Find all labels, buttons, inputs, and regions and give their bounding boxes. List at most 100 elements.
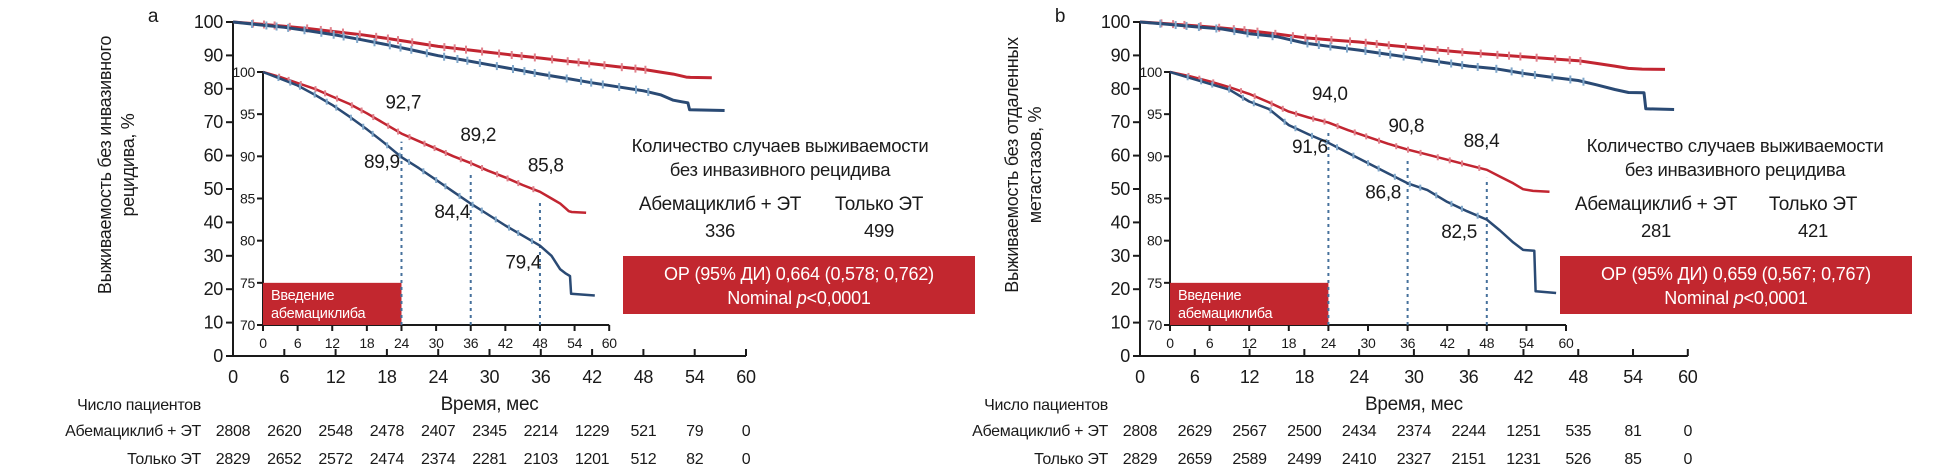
- risk-count: 2499: [1287, 451, 1322, 468]
- risk-row-label: Абемациклиб + ЭТ: [65, 423, 201, 440]
- x-tick-label: 60: [1678, 367, 1698, 387]
- x-tick-label: 54: [1623, 367, 1643, 387]
- events-title-line: Количество случаев выживаемости: [1587, 135, 1884, 156]
- inset-y-tick-label: 85: [240, 191, 255, 207]
- x-tick-label: 12: [1240, 367, 1260, 387]
- inset-x-tick-label: 24: [1321, 335, 1336, 351]
- hazard-ratio-box: [623, 256, 975, 314]
- y-axis-title-line: Выживаемость без отдаленных: [1002, 37, 1022, 293]
- p-value-segment: <0,0001: [1744, 288, 1808, 308]
- inset-x-tick-label: 36: [463, 335, 478, 351]
- inset-y-tick-label: 95: [1147, 106, 1162, 122]
- milestone-value: 89,9: [364, 152, 400, 173]
- risk-count: 2407: [421, 423, 456, 440]
- events-arm-label: Только ЭТ: [835, 194, 924, 215]
- x-tick-label: 24: [428, 367, 448, 387]
- risk-count: 512: [631, 451, 657, 468]
- abemaciclib-period-label: абемациклиба: [1178, 306, 1273, 322]
- y-tick-label: 80: [204, 79, 224, 99]
- y-tick-label: 100: [1101, 12, 1130, 32]
- inset-curve-blue: [1169, 70, 1557, 295]
- risk-count: 2374: [421, 451, 456, 468]
- x-axis-title: Время, мес: [441, 394, 539, 415]
- inset-y-tick-label: 85: [1147, 191, 1162, 207]
- risk-count: 2214: [524, 423, 559, 440]
- x-tick-label: 0: [228, 367, 238, 387]
- inset-curve-red: [262, 70, 587, 215]
- x-tick-label: 6: [1190, 367, 1200, 387]
- panel-letter: a: [148, 6, 159, 27]
- x-tick-label: 30: [1404, 367, 1424, 387]
- inset-x-tick-label: 30: [429, 335, 444, 351]
- y-axis-title-line: Выживаемость без инвазивного: [95, 36, 115, 294]
- inset-x-tick-label: 12: [1242, 335, 1257, 351]
- risk-table-header: Число пациентов: [77, 397, 201, 414]
- main-curve-blue: [232, 20, 725, 112]
- milestone-value: 84,4: [434, 202, 471, 223]
- risk-count: 2374: [1397, 423, 1432, 440]
- risk-count: 2567: [1232, 423, 1267, 440]
- x-tick-label: 54: [685, 367, 705, 387]
- panel-a: a Выживаемость без инвазивного рецидива, %…: [65, 6, 975, 468]
- y-tick-label: 20: [1111, 279, 1131, 299]
- inset-x-tick-label: 12: [325, 335, 340, 351]
- inset-y-tick-label: 90: [1147, 148, 1162, 164]
- risk-count: 2629: [1178, 423, 1213, 440]
- hazard-ratio-text: ОР (95% ДИ) 0,659 (0,567; 0,767): [1601, 264, 1871, 284]
- hazard-ratio-text: ОР (95% ДИ) 0,664 (0,578; 0,762): [664, 264, 934, 284]
- inset-x-tick-label: 60: [1559, 335, 1574, 351]
- risk-count: 0: [1683, 423, 1692, 440]
- y-tick-label: 50: [204, 179, 224, 199]
- risk-count: 1251: [1506, 423, 1541, 440]
- x-tick-label: 60: [736, 367, 756, 387]
- y-tick-label: 60: [204, 146, 224, 166]
- y-tick-label: 90: [204, 45, 224, 65]
- risk-count: 1231: [1506, 451, 1541, 468]
- risk-count: 2659: [1178, 451, 1213, 468]
- inset-x-tick-label: 48: [532, 335, 547, 351]
- inset-x-tick-label: 24: [394, 335, 409, 351]
- milestone-value: 85,8: [528, 156, 564, 177]
- inset-x-tick-label: 0: [1166, 335, 1174, 351]
- milestone-value: 82,5: [1441, 222, 1477, 243]
- risk-count: 79: [686, 423, 704, 440]
- events-title-line: без инвазивного рецидива: [670, 159, 891, 180]
- inset-y-tick-label: 90: [240, 148, 255, 164]
- p-value-segment: Nominal: [1664, 288, 1733, 308]
- risk-count: 0: [742, 451, 751, 468]
- risk-count: 0: [742, 423, 751, 440]
- y-tick-label: 30: [204, 246, 224, 266]
- y-axis-title-line: метастазов, %: [1025, 107, 1045, 224]
- y-tick-label: 40: [1111, 212, 1131, 232]
- risk-count: 2548: [318, 423, 353, 440]
- inset-y-tick-label: 95: [240, 106, 255, 122]
- inset-x-tick-label: 54: [1519, 335, 1534, 351]
- milestone-value: 88,4: [1464, 131, 1501, 152]
- milestone-value: 79,4: [505, 252, 542, 273]
- risk-row-label: Только ЭТ: [1034, 451, 1108, 468]
- inset-x-tick-label: 54: [567, 335, 582, 351]
- x-tick-label: 12: [326, 367, 346, 387]
- y-tick-label: 70: [204, 112, 224, 132]
- milestone-value: 90,8: [1388, 116, 1424, 137]
- inset-x-tick-label: 48: [1479, 335, 1494, 351]
- abemaciclib-period-label: Введение: [1178, 288, 1241, 304]
- inset-curve-blue: [262, 70, 595, 297]
- y-tick-label: 30: [1111, 246, 1131, 266]
- events-arm-count: 281: [1641, 220, 1671, 241]
- inset-y-tick-label: 70: [240, 317, 255, 333]
- risk-count: 2434: [1342, 423, 1377, 440]
- risk-count: 85: [1624, 451, 1642, 468]
- risk-count: 521: [631, 423, 657, 440]
- risk-count: 0: [1683, 451, 1692, 468]
- panel-b: b Выживаемость без отдаленных метастазов, …: [972, 6, 1912, 468]
- risk-row-label: Абемациклиб + ЭТ: [972, 423, 1108, 440]
- y-tick-label: 20: [204, 279, 224, 299]
- events-title-line: Количество случаев выживаемости: [632, 135, 929, 156]
- inset-x-tick-label: 6: [1206, 335, 1214, 351]
- inset-x-tick-label: 18: [359, 335, 374, 351]
- risk-count: 2103: [524, 451, 559, 468]
- risk-count: 2244: [1451, 423, 1486, 440]
- x-tick-label: 48: [1569, 367, 1589, 387]
